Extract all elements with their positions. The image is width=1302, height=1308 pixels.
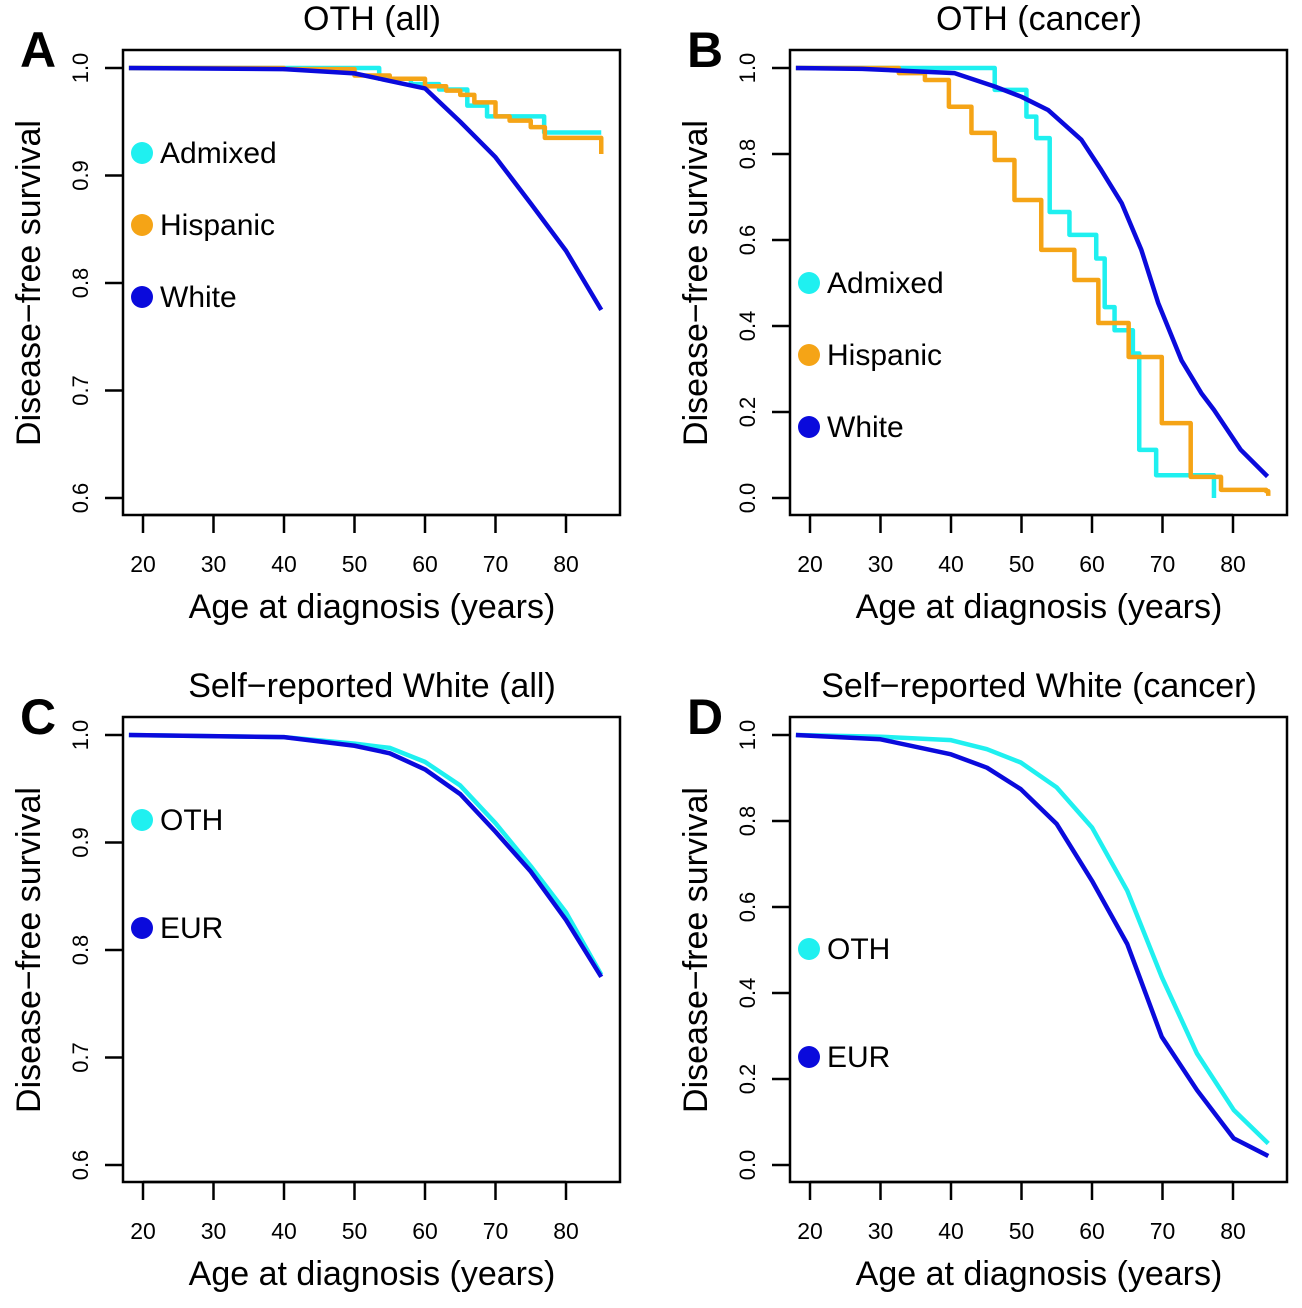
x-tick-label: 20 (797, 1218, 823, 1244)
x-tick-label: 50 (1009, 551, 1035, 577)
y-tick-label: 0.9 (68, 160, 93, 191)
x-tick-label: 70 (483, 1218, 509, 1244)
y-tick-label: 0.2 (735, 1064, 760, 1095)
legend-marker-admixed (798, 272, 820, 294)
series-line-white (128, 65, 604, 312)
x-tick-label: 40 (271, 1218, 297, 1244)
panel-title: OTH (cancer) (936, 0, 1142, 38)
x-tick-label: 30 (201, 551, 227, 577)
y-tick-label: 1.0 (735, 720, 760, 751)
y-tick-label: 0.9 (68, 827, 93, 858)
panel-letter: D (687, 689, 723, 745)
x-tick-label: 70 (483, 551, 509, 577)
series-line-oth (795, 732, 1270, 1146)
y-tick-label: 1.0 (735, 53, 760, 84)
panel-d: Self−reported White (cancer) D OTH EUR 20 30 4… (677, 667, 1289, 1293)
x-axis-label: Age at diagnosis (years) (856, 588, 1223, 626)
y-axis-label: Disease−free survival (677, 120, 715, 446)
series-line-hispanic (795, 65, 1271, 496)
panel-letter: B (687, 22, 723, 78)
x-tick-label: 20 (130, 551, 156, 577)
panel-title: Self−reported White (all) (188, 667, 556, 705)
series-line-eur (795, 732, 1270, 1158)
legend-marker-eur (798, 1046, 820, 1068)
series-line-admixed (795, 65, 1217, 498)
x-tick-label: 40 (938, 551, 964, 577)
y-tick-label: 0.8 (68, 935, 93, 966)
y-axis-label: Disease−free survival (10, 787, 48, 1113)
legend-label: OTH (827, 933, 890, 966)
legend-label: EUR (827, 1041, 890, 1074)
y-tick-label: 0.0 (735, 1150, 760, 1181)
y-axis-label: Disease−free survival (677, 787, 715, 1113)
panel-a: OTH (all) A Admixed Hispanic White 20 30 40 50 60… (10, 0, 622, 626)
y-tick-label: 0.8 (735, 806, 760, 837)
y-tick-label: 0.6 (68, 1150, 93, 1181)
legend-label: Hispanic (827, 339, 942, 372)
panel-letter: C (20, 689, 56, 745)
y-tick-label: 0.6 (68, 483, 93, 514)
x-tick-label: 50 (1009, 1218, 1035, 1244)
x-axis-label: Age at diagnosis (years) (189, 1255, 556, 1293)
x-tick-label: 20 (130, 1218, 156, 1244)
y-tick-label: 0.8 (735, 139, 760, 170)
legend-marker-white (798, 416, 820, 438)
x-tick-label: 60 (412, 551, 438, 577)
y-tick-label: 0.0 (735, 483, 760, 514)
legend-marker-oth (131, 809, 153, 831)
legend-label: Admixed (160, 137, 277, 170)
y-tick-label: 0.8 (68, 268, 93, 299)
x-tick-label: 60 (1079, 1218, 1105, 1244)
panel-c: Self−reported White (all) C OTH EUR 20 30 40 50… (10, 667, 622, 1293)
legend-marker-oth (798, 938, 820, 960)
panel-title: OTH (all) (303, 0, 441, 38)
x-axis-label: Age at diagnosis (years) (856, 1255, 1223, 1293)
x-tick-label: 60 (1079, 551, 1105, 577)
y-tick-label: 0.4 (735, 978, 760, 1009)
x-tick-label: 30 (868, 551, 894, 577)
y-axis-label: Disease−free survival (10, 120, 48, 446)
x-tick-label: 70 (1150, 551, 1176, 577)
legend-marker-hispanic (131, 214, 153, 236)
series-line-eur (128, 732, 604, 979)
legend-label: White (827, 411, 904, 444)
x-tick-label: 50 (342, 1218, 368, 1244)
x-tick-label: 80 (553, 551, 579, 577)
y-tick-label: 0.7 (68, 1042, 93, 1073)
y-tick-label: 0.6 (735, 892, 760, 923)
x-tick-label: 70 (1150, 1218, 1176, 1244)
legend-label: Hispanic (160, 209, 275, 242)
legend-label: EUR (160, 912, 223, 945)
panel-b: OTH (cancer) B Admixed Hispanic White 20 30 40 5… (677, 0, 1289, 626)
y-tick-label: 0.6 (735, 225, 760, 256)
x-tick-label: 40 (271, 551, 297, 577)
legend-marker-white (131, 286, 153, 308)
panel-title: Self−reported White (cancer) (821, 667, 1257, 705)
panel-letter: A (20, 22, 56, 78)
x-tick-label: 80 (553, 1218, 579, 1244)
legend-label: White (160, 281, 237, 314)
y-tick-label: 1.0 (68, 53, 93, 84)
y-tick-label: 0.4 (735, 311, 760, 342)
legend-label: OTH (160, 804, 223, 837)
legend-label: Admixed (827, 267, 944, 300)
legend-marker-hispanic (798, 344, 820, 366)
x-tick-label: 80 (1220, 1218, 1246, 1244)
x-tick-label: 20 (797, 551, 823, 577)
y-tick-label: 0.2 (735, 397, 760, 428)
series-line-white (795, 65, 1270, 479)
y-tick-label: 1.0 (68, 720, 93, 751)
x-tick-label: 80 (1220, 551, 1246, 577)
y-tick-label: 0.7 (68, 375, 93, 406)
x-tick-label: 60 (412, 1218, 438, 1244)
legend-marker-admixed (131, 142, 153, 164)
plot-frame (121, 715, 622, 1184)
x-tick-label: 50 (342, 551, 368, 577)
x-axis-label: Age at diagnosis (years) (189, 588, 556, 626)
x-tick-label: 30 (868, 1218, 894, 1244)
x-tick-label: 30 (201, 1218, 227, 1244)
legend-marker-eur (131, 917, 153, 939)
x-tick-label: 40 (938, 1218, 964, 1244)
